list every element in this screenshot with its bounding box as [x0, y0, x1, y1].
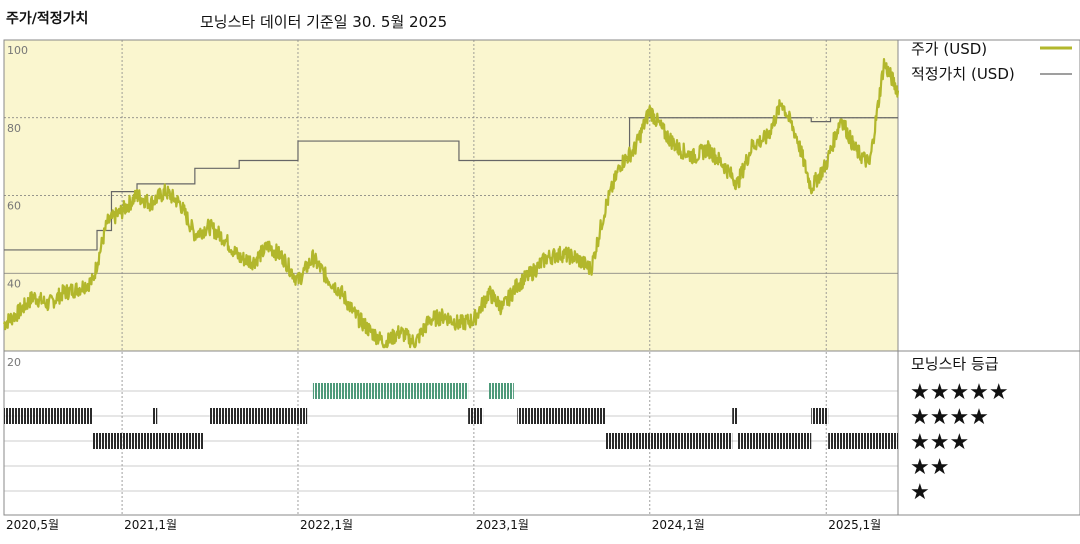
y-tick-labels: 20 40 60 80 100: [7, 44, 28, 369]
rating-star-label: ★★★★: [910, 405, 989, 430]
rating-segment-4-star: [468, 408, 484, 424]
rating-segment-4-star: [811, 408, 829, 424]
y-tick-label: 40: [7, 277, 21, 290]
legend-price-label: 주가 (USD): [911, 40, 987, 58]
x-tick-label: 2025,1월: [828, 518, 881, 532]
y-tick-label: 20: [7, 356, 21, 369]
rating-star-label: ★★★: [910, 430, 969, 455]
series-lines: [2, 58, 900, 349]
rating-segment-3-star: [92, 433, 180, 449]
y-tick-label: 60: [7, 200, 21, 213]
rating-segment-4-star: [152, 408, 158, 424]
legend-fair-label: 적정가치 (USD): [911, 65, 1015, 83]
rating-segment-3-star: [828, 433, 898, 449]
legend: 주가 (USD) 적정가치 (USD) 모닝스타 등급: [911, 40, 1072, 373]
x-tick-labels: 2020,5월 2021,1월 2022,1월 2023,1월 2024,1월 2025,…: [6, 518, 881, 532]
fair-value-line: [4, 117, 898, 251]
x-tick-label: 2020,5월: [6, 518, 59, 532]
rating-segment-4-star: [517, 408, 606, 424]
x-tick-label: 2021,1월: [124, 518, 177, 532]
x-tick-label: 2024,1월: [652, 518, 705, 532]
chart-subtitle: 모닝스타 데이터 기준일 30. 5월 2025: [200, 13, 447, 31]
rating-star-label: ★★: [910, 455, 949, 480]
rating-legend-title: 모닝스타 등급: [911, 355, 999, 373]
rating-star-label: ★★★★★: [910, 380, 1009, 405]
rating-segment-3-star: [737, 433, 812, 449]
rating-segment-3-star: [605, 433, 733, 449]
rating-segment-5-star: [312, 383, 469, 399]
rating-segment-4-star: [4, 408, 93, 424]
rating-segment-4-star: [209, 408, 308, 424]
rating-star-labels: ★★★★★★★★★★★★★★★: [910, 380, 1009, 505]
chart-title: 주가/적정가치: [6, 10, 88, 27]
x-tick-label: 2022,1월: [300, 518, 353, 532]
y-tick-label: 80: [7, 122, 21, 135]
outer-frame: [3, 39, 1080, 516]
rating-segment-4-star: [732, 408, 738, 424]
rating-bars: [4, 383, 898, 449]
x-tick-label: 2023,1월: [476, 518, 529, 532]
y-tick-label: 100: [7, 44, 28, 57]
rating-segment-3-star: [179, 433, 205, 449]
rating-star-label: ★: [910, 480, 930, 505]
price-line: [2, 58, 900, 349]
rating-segment-5-star: [488, 383, 514, 399]
